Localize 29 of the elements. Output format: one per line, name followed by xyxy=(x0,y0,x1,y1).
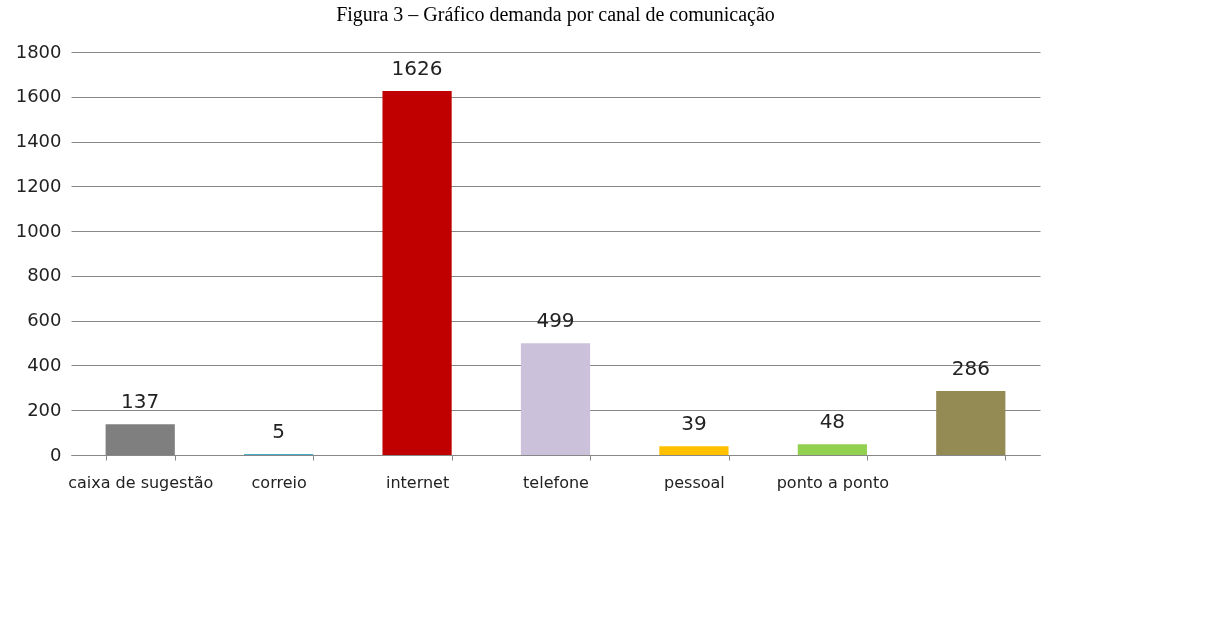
y-tick-label: 1400 xyxy=(15,130,62,152)
data-label: 286 xyxy=(951,355,990,380)
x-tick-label: pessoal xyxy=(664,472,725,492)
bar xyxy=(659,446,729,455)
data-label: 39 xyxy=(681,411,707,436)
x-tick-label: telefone xyxy=(523,472,589,492)
y-tick-label: 1000 xyxy=(15,219,62,241)
data-label: 1626 xyxy=(391,55,443,80)
y-tick-label: 200 xyxy=(27,398,62,420)
bar xyxy=(936,390,1006,455)
y-tick-label: 0 xyxy=(50,443,62,465)
data-label: 137 xyxy=(121,389,160,414)
bar xyxy=(797,444,867,455)
y-tick-label: 1800 xyxy=(15,40,62,62)
data-label: 5 xyxy=(272,418,286,443)
bar xyxy=(382,90,452,455)
y-tick-label: 400 xyxy=(27,353,62,375)
chart-title: Figura 3 – Gráfico demanda por canal de comunicação xyxy=(336,3,775,26)
y-tick-label: 1200 xyxy=(15,174,62,196)
y-tick-label: 600 xyxy=(27,309,62,331)
x-tick-label: caixa de sugestão xyxy=(68,472,214,492)
bar xyxy=(520,343,591,455)
data-label: 48 xyxy=(819,409,846,434)
y-tick-label: 1600 xyxy=(15,85,62,107)
data-label: 499 xyxy=(536,308,575,333)
x-tick-label: correio xyxy=(251,472,307,492)
x-tick-label: internet xyxy=(385,472,450,492)
y-tick-label: 800 xyxy=(27,264,62,286)
x-tick-label: ponto a ponto xyxy=(776,472,889,492)
